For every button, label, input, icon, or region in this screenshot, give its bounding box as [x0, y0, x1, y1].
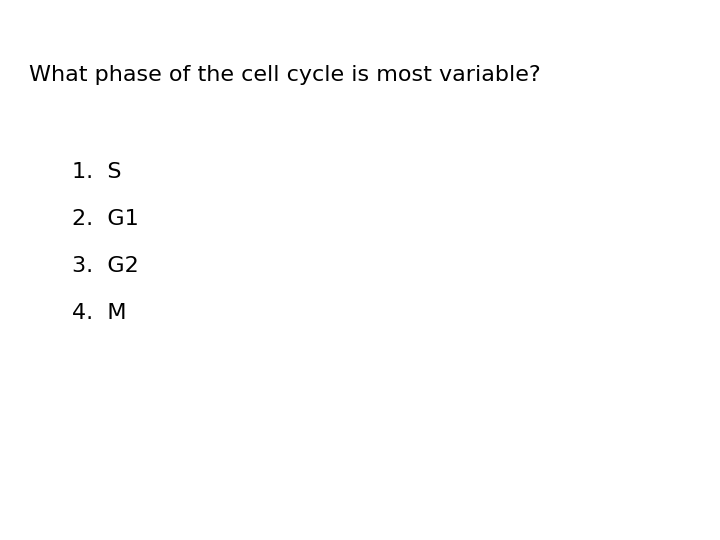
Text: 2.  G1: 2. G1: [72, 209, 139, 229]
Text: 1.  S: 1. S: [72, 162, 122, 182]
Text: 4.  M: 4. M: [72, 303, 127, 323]
Text: What phase of the cell cycle is most variable?: What phase of the cell cycle is most var…: [29, 65, 541, 85]
Text: 3.  G2: 3. G2: [72, 256, 139, 276]
